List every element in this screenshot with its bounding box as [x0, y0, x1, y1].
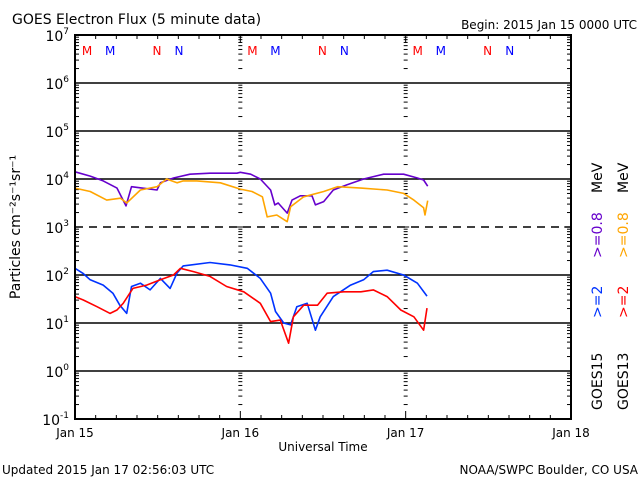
mn-marker: N — [175, 44, 184, 58]
series-line-goes15-0-8-mev — [74, 171, 429, 214]
y-tick-exponent: 4 — [63, 171, 69, 181]
x-tick-label: Jan 16 — [221, 426, 260, 440]
legend-low-energy: >=0.8 — [616, 212, 632, 258]
mn-marker: N — [318, 44, 327, 58]
y-tick-exponent: 7 — [63, 27, 69, 37]
legend-high-energy: >=2 — [616, 286, 632, 318]
x-tick-label: Jan 15 — [55, 426, 94, 440]
y-tick-base: 10 — [45, 29, 63, 45]
y-tick-exponent: 1 — [63, 315, 69, 325]
x-tick-label: Jan 17 — [386, 426, 425, 440]
y-tick-label: 106 — [45, 75, 69, 93]
y-tick-label: 102 — [45, 267, 69, 285]
y-tick-label: 105 — [45, 123, 69, 141]
axis-ticks — [74, 35, 572, 420]
mn-marker: N — [483, 44, 492, 58]
mn-marker: N — [152, 44, 161, 58]
mn-marker: M — [413, 44, 423, 58]
mn-marker: M — [105, 44, 115, 58]
y-tick-exponent: 2 — [63, 267, 69, 277]
series-line-goes13-0-8-mev — [74, 178, 429, 223]
mn-marker: M — [82, 44, 92, 58]
y-tick-label: 107 — [45, 27, 69, 45]
y-tick-base: 10 — [45, 317, 63, 333]
x-axis-label: Universal Time — [278, 440, 367, 454]
mn-marker: M — [247, 44, 257, 58]
legend-satellite: GOES15 — [590, 353, 606, 410]
y-axis-label: Particles cm⁻²s⁻¹sr⁻¹ — [8, 155, 24, 299]
y-tick-label: 10-1 — [42, 411, 69, 429]
y-tick-base: 10 — [45, 365, 63, 381]
y-tick-base: 10 — [45, 125, 63, 141]
y-tick-exponent: 6 — [63, 75, 69, 85]
mn-marker: N — [340, 44, 349, 58]
legend: GOES15 >=2 >=0.8 MeV GOES13 >=2 >=0.8 MeV — [590, 162, 632, 410]
legend-low-energy: >=0.8 — [590, 212, 606, 258]
mn-marker: M — [436, 44, 446, 58]
plot-frame — [74, 34, 572, 420]
grid-lines — [75, 82, 571, 372]
y-tick-base: 10 — [45, 269, 63, 285]
series-lines — [74, 171, 429, 345]
begin-label: Begin: 2015 Jan 15 0000 UTC — [461, 18, 637, 32]
legend-unit: MeV — [616, 162, 632, 193]
y-tick-base: 10 — [42, 413, 60, 429]
mn-marker: N — [505, 44, 514, 58]
series-line-goes13-2-mev — [74, 267, 428, 345]
updated-label: Updated 2015 Jan 17 02:56:03 UTC — [2, 463, 214, 477]
x-tick-label: Jan 18 — [551, 426, 590, 440]
mn-marker: M — [270, 44, 280, 58]
legend-satellite: GOES13 — [616, 353, 632, 410]
y-tick-label: 101 — [45, 315, 69, 333]
y-tick-exponent: 0 — [63, 363, 69, 373]
y-tick-label: 104 — [45, 171, 69, 189]
y-tick-base: 10 — [45, 221, 63, 237]
source-label: NOAA/SWPC Boulder, CO USA — [460, 463, 639, 477]
y-tick-exponent: 5 — [63, 123, 69, 133]
chart-title: GOES Electron Flux (5 minute data) — [12, 12, 261, 28]
x-tick-labels: Jan 15 Jan 16 Jan 17 Jan 18 — [55, 426, 590, 440]
y-tick-exponent: -1 — [60, 411, 69, 421]
legend-unit: MeV — [590, 162, 606, 193]
y-tick-base: 10 — [45, 77, 63, 93]
y-tick-base: 10 — [45, 173, 63, 189]
series-line-goes15-2-mev — [74, 261, 428, 332]
y-tick-label: 103 — [45, 219, 69, 237]
mn-markers: M M MM M MN N NN N N — [82, 44, 514, 58]
y-tick-label: 100 — [45, 363, 69, 381]
y-tick-exponent: 3 — [63, 219, 69, 229]
legend-high-energy: >=2 — [590, 286, 606, 318]
